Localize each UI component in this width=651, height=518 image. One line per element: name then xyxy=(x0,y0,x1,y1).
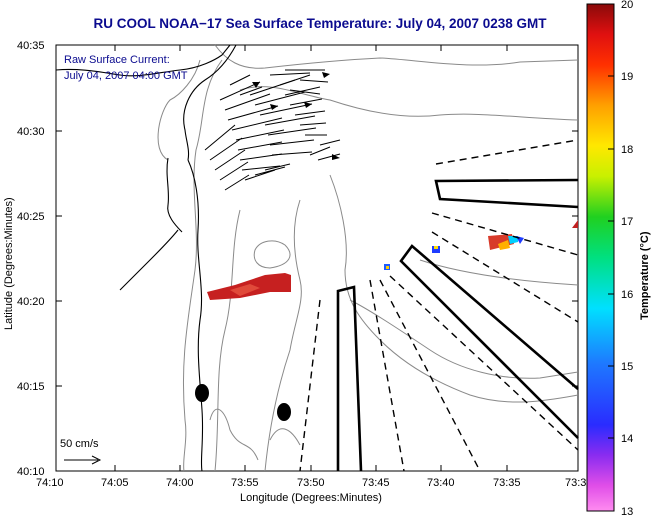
annotation-line1: Raw Surface Current: xyxy=(64,54,170,66)
colorbar-tick: 15 xyxy=(621,361,633,373)
x-tick-label: 73:55 xyxy=(231,477,259,489)
x-tick-label: 74:10 xyxy=(36,477,64,489)
x-tick-label: 73:50 xyxy=(297,477,325,489)
colorbar-tick: 17 xyxy=(621,216,633,228)
surface-current-arrows xyxy=(204,69,341,191)
y-axis-label: Latitude (Degrees:Minutes) xyxy=(3,197,15,330)
dashed-lines xyxy=(299,139,579,472)
x-axis-label: Longitude (Degrees:Minutes) xyxy=(240,492,382,504)
colorbar-tick: 18 xyxy=(621,144,633,156)
x-tick-label: 74:05 xyxy=(101,477,129,489)
x-axis xyxy=(114,45,508,471)
marker-east xyxy=(277,403,291,421)
colorbar-tick: 20 xyxy=(621,0,633,11)
current-arrowheads xyxy=(252,72,340,160)
colorbar-tick: 13 xyxy=(621,506,633,518)
channel-outlines xyxy=(336,178,579,472)
sst-patches xyxy=(207,220,578,300)
colorbar-tick: 14 xyxy=(621,433,633,445)
colorbar-tick: 19 xyxy=(621,71,633,83)
plot-frame xyxy=(55,44,579,472)
annotation-line2: July 04, 2007 04:00 GMT xyxy=(64,70,188,82)
y-tick-label: 40:15 xyxy=(17,381,45,393)
markers xyxy=(195,384,291,421)
x-tick-label: 73:35 xyxy=(493,477,521,489)
x-tick-label: 73:3 xyxy=(565,477,586,489)
map-title: RU COOL NOAA−17 Sea Surface Temperature:… xyxy=(93,16,547,31)
y-axis xyxy=(56,44,578,387)
colorbar xyxy=(586,3,615,512)
marker-west xyxy=(195,384,209,402)
y-tick-label: 40:25 xyxy=(17,211,45,223)
colorbar-label: Temperature (°C) xyxy=(639,231,651,320)
x-tick-label: 74:00 xyxy=(166,477,194,489)
scale-arrow xyxy=(64,455,102,465)
y-tick-label: 40:35 xyxy=(17,40,45,52)
y-tick-label: 40:30 xyxy=(17,126,45,138)
coastline xyxy=(55,44,237,472)
colorbar-ticks xyxy=(608,75,614,439)
y-tick-label: 40:10 xyxy=(17,466,45,478)
colorbar-tick: 16 xyxy=(621,289,633,301)
x-tick-label: 73:45 xyxy=(362,477,390,489)
x-tick-label: 73:40 xyxy=(427,477,455,489)
y-tick-label: 40:20 xyxy=(17,296,45,308)
scale-label: 50 cm/s xyxy=(60,438,99,450)
